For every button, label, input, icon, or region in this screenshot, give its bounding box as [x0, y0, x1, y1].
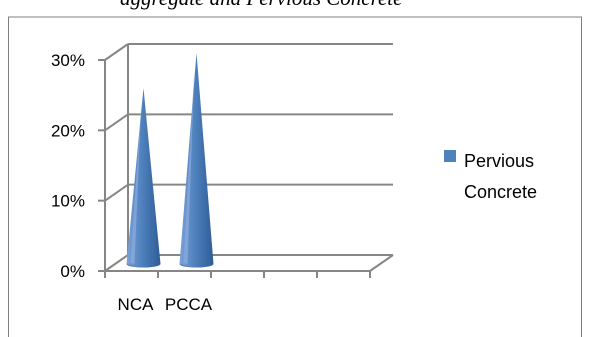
y-tick-label: 30% [51, 51, 85, 70]
floor-right-diagonal [369, 254, 394, 272]
top-caption: aggregate and Pervious Concrete [120, 0, 402, 11]
legend-label-line2: Concrete [464, 182, 537, 202]
legend-label-line1: Pervious [464, 151, 534, 171]
floor-left-diagonal [104, 254, 129, 272]
gridline-diagonal [104, 113, 129, 132]
y-axis: 0% 10% 20% 30% [51, 51, 105, 281]
y-tick-label: 20% [51, 121, 85, 140]
legend-swatch [444, 150, 456, 162]
bar-cone [179, 53, 214, 268]
cones [126, 53, 214, 268]
bar-cone [126, 88, 161, 268]
gridline-diagonal [104, 183, 129, 202]
x-tick-label: PCCA [165, 295, 213, 314]
x-axis: NCA PCCA [104, 271, 371, 314]
gridline-diagonal [104, 43, 129, 61]
x-tick-label: NCA [118, 295, 155, 314]
y-tick-label: 0% [60, 262, 85, 281]
y-tick-label: 10% [51, 192, 85, 211]
gridlines [104, 43, 393, 272]
